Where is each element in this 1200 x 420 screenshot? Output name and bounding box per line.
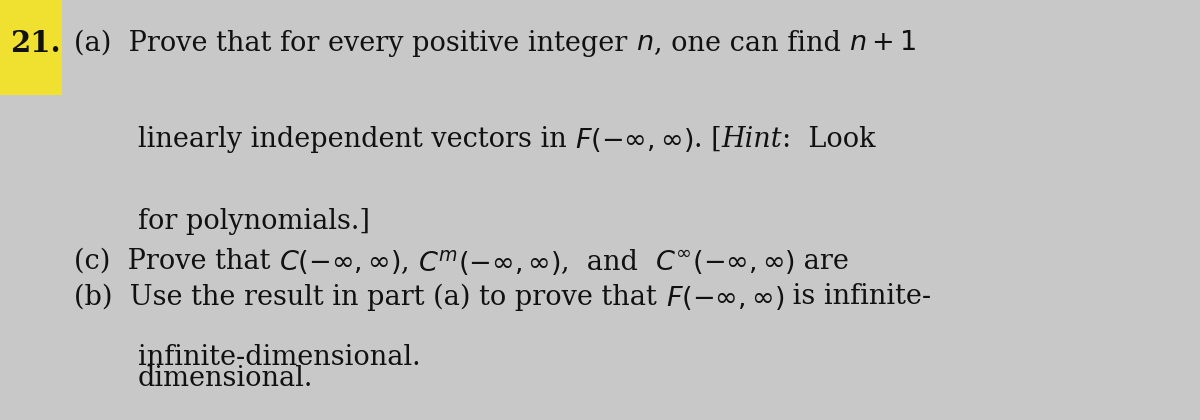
Text: :  Look: : Look — [782, 126, 876, 153]
FancyBboxPatch shape — [0, 0, 62, 94]
Text: $n$: $n$ — [636, 29, 654, 56]
Text: linearly independent vectors in: linearly independent vectors in — [138, 126, 575, 153]
Text: ,  and: , and — [560, 248, 655, 275]
Text: $F(-\infty, \infty)$: $F(-\infty, \infty)$ — [575, 126, 694, 154]
Text: , one can find: , one can find — [654, 29, 850, 56]
Text: $F(-\infty, \infty)$: $F(-\infty, \infty)$ — [666, 284, 784, 312]
Text: (a)  Prove that for every positive integer: (a) Prove that for every positive intege… — [74, 29, 636, 57]
Text: (b)  Use the result in part (a) to prove that: (b) Use the result in part (a) to prove … — [74, 284, 666, 311]
Text: 21.: 21. — [10, 29, 60, 58]
Text: $C^{m}(-\infty, \infty)$: $C^{m}(-\infty, \infty)$ — [418, 248, 560, 278]
Text: . [: . [ — [694, 126, 721, 153]
Text: is infinite-: is infinite- — [784, 284, 931, 310]
Text: ,: , — [401, 248, 418, 275]
Text: for polynomials.]: for polynomials.] — [138, 208, 370, 235]
Text: $n+1$: $n+1$ — [850, 29, 917, 56]
Text: are: are — [794, 248, 848, 275]
Text: $C(-\infty, \infty)$: $C(-\infty, \infty)$ — [280, 248, 401, 276]
Text: (c)  Prove that: (c) Prove that — [74, 248, 280, 275]
Text: dimensional.: dimensional. — [138, 365, 313, 392]
Text: $C^{\infty}(-\infty, \infty)$: $C^{\infty}(-\infty, \infty)$ — [655, 248, 794, 276]
Text: Hint: Hint — [721, 126, 782, 153]
Text: infinite-dimensional.: infinite-dimensional. — [138, 344, 421, 371]
